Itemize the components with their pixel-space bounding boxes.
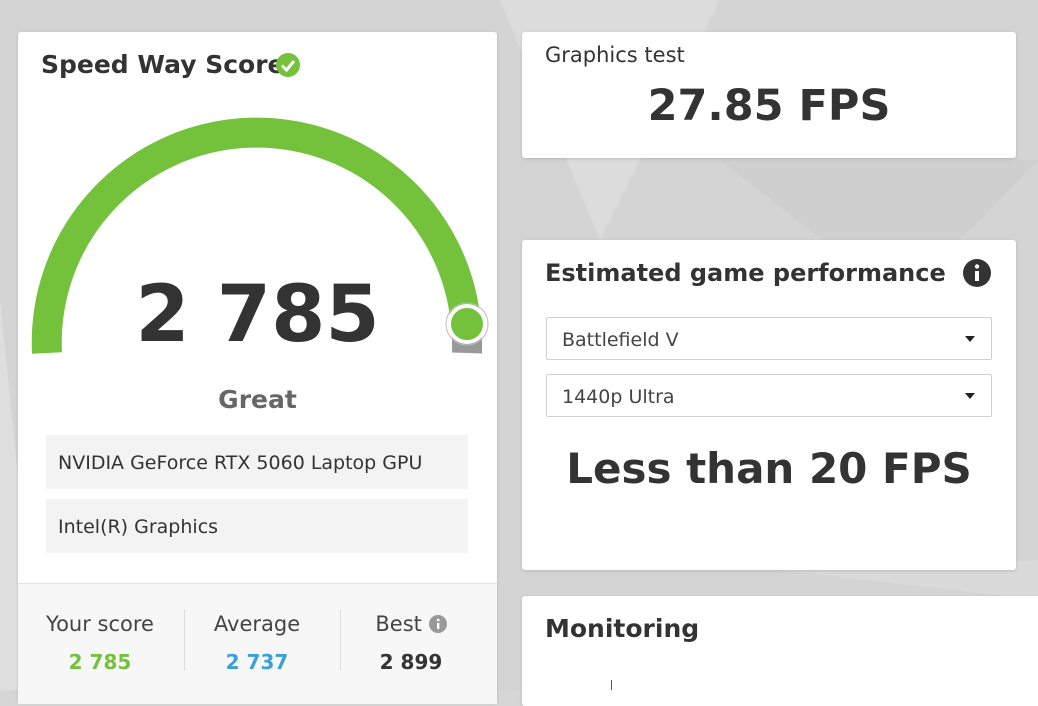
score-card: Speed Way Score 2 785 Great NVIDIA GeFor… bbox=[18, 32, 497, 704]
monitoring-card: Monitoring bbox=[522, 596, 1038, 706]
dropdown-value: Battlefield V bbox=[562, 329, 679, 351]
comparison-column: Best 2 899 bbox=[333, 612, 489, 674]
device-row: Intel(R) Graphics bbox=[46, 499, 468, 553]
score-gauge bbox=[31, 117, 489, 354]
comparison-label: Average bbox=[213, 612, 301, 636]
dropdown-caret bbox=[965, 393, 975, 399]
graphics-test-value: 27.85 FPS bbox=[647, 81, 891, 131]
comparison-label: Best bbox=[333, 612, 489, 636]
preset-dropdown[interactable]: 1440p Ultra bbox=[546, 374, 992, 417]
comparison-panel: Your score 2 785 Average 2 737 Best 2 89… bbox=[18, 583, 497, 704]
comparison-label-text: Best bbox=[375, 612, 422, 636]
graphics-test-title: Graphics test bbox=[545, 43, 685, 67]
info-icon[interactable] bbox=[963, 259, 991, 287]
graphics-test-card: Graphics test 27.85 FPS bbox=[522, 32, 1016, 158]
comparison-column: Average 2 737 bbox=[179, 612, 335, 674]
dropdown-value: 1440p Ultra bbox=[562, 386, 675, 408]
game-performance-card: Estimated game performance Battlefield V… bbox=[522, 240, 1016, 570]
comparison-column: Your score 2 785 bbox=[22, 612, 178, 674]
device-name: Intel(R) Graphics bbox=[58, 516, 219, 538]
score-value: 2 785 bbox=[135, 270, 380, 360]
comparison-value: 2 785 bbox=[68, 650, 132, 674]
page: Speed Way Score 2 785 Great NVIDIA GeFor… bbox=[18, 32, 1038, 706]
game-dropdown[interactable]: Battlefield V bbox=[546, 317, 992, 360]
score-rating: Great bbox=[218, 385, 297, 414]
monitoring-title: Monitoring bbox=[545, 614, 700, 643]
comparison-value: 2 899 bbox=[379, 650, 443, 674]
info-icon[interactable] bbox=[428, 615, 447, 633]
comparison-label: Your score bbox=[46, 612, 154, 636]
comparison-value: 2 737 bbox=[225, 650, 289, 674]
check-icon bbox=[276, 53, 300, 77]
device-row: NVIDIA GeForce RTX 5060 Laptop GPU bbox=[46, 435, 468, 489]
dropdown-caret bbox=[965, 336, 975, 342]
game-performance-result: Less than 20 FPS bbox=[566, 444, 972, 493]
game-performance-title: Estimated game performance bbox=[545, 259, 946, 287]
device-name: NVIDIA GeForce RTX 5060 Laptop GPU bbox=[58, 452, 423, 474]
score-title: Speed Way Score bbox=[41, 50, 285, 79]
